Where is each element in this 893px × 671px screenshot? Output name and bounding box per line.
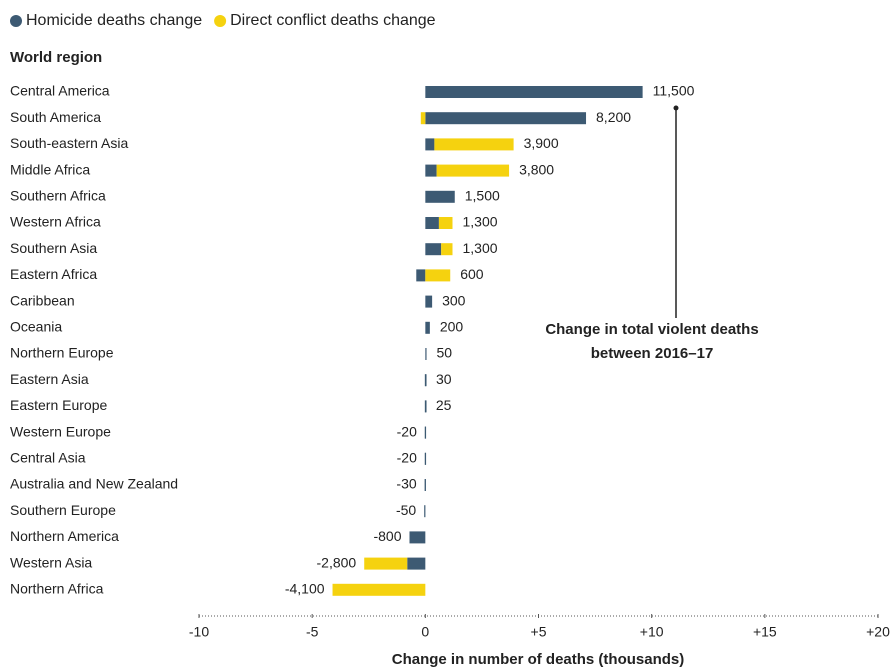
x-tick-label: -10 xyxy=(189,624,209,640)
bar-segment xyxy=(425,164,437,177)
annotation: Change in total violent deaths xyxy=(545,321,758,338)
total-label: -30 xyxy=(396,476,416,492)
total-label: 11,500 xyxy=(653,83,695,99)
category-label: Middle Africa xyxy=(10,161,90,177)
category-label: Southern Asia xyxy=(10,240,97,256)
bar-segment xyxy=(434,138,514,151)
bar-segment xyxy=(425,269,451,282)
x-axis-title: Change in number of deaths (thousands) xyxy=(392,651,685,668)
bar-segment xyxy=(425,348,427,360)
total-label: 8,200 xyxy=(596,109,631,125)
total-label: 25 xyxy=(436,397,452,413)
total-label: 3,900 xyxy=(524,135,559,151)
category-label: Oceania xyxy=(10,319,62,335)
bar-segment xyxy=(420,112,426,125)
y-axis-title: World region xyxy=(10,49,102,66)
category-label: Western Europe xyxy=(10,423,111,439)
legend-label: Homicide deaths change xyxy=(26,12,202,29)
bar-segment xyxy=(409,531,426,544)
bar-segment xyxy=(364,557,408,570)
category-label: Northern Europe xyxy=(10,345,114,361)
total-label: 30 xyxy=(436,371,452,387)
total-label: 200 xyxy=(440,319,464,335)
total-label: 1,300 xyxy=(462,240,497,256)
bar-segment xyxy=(438,217,453,229)
category-label: Western Africa xyxy=(10,214,101,230)
bar-segment xyxy=(436,164,510,177)
legend-label: Direct conflict deaths change xyxy=(230,12,436,29)
total-label: -20 xyxy=(397,450,417,466)
category-label: Northern Africa xyxy=(10,581,104,597)
total-label: -4,100 xyxy=(285,581,325,597)
total-label: 300 xyxy=(442,292,466,308)
bar-segment xyxy=(425,374,427,387)
total-label: 600 xyxy=(460,266,484,282)
bar-segment xyxy=(407,557,426,570)
category-label: Caribbean xyxy=(10,292,75,308)
total-label: -2,800 xyxy=(317,554,357,570)
legend-swatch xyxy=(214,15,227,27)
x-tick-label: 0 xyxy=(421,624,429,640)
category-label: Eastern Africa xyxy=(10,266,97,282)
total-label: 3,800 xyxy=(519,161,554,177)
category-label: Southern Europe xyxy=(10,502,116,518)
total-label: -20 xyxy=(397,423,417,439)
x-tick-label: +15 xyxy=(753,624,777,640)
total-label: 50 xyxy=(436,345,452,361)
bar-segment xyxy=(425,86,643,98)
category-label: Northern America xyxy=(10,528,119,544)
category-label: Eastern Europe xyxy=(10,397,107,413)
total-label: -50 xyxy=(396,502,416,518)
category-label: Central America xyxy=(10,83,110,99)
legend-swatch xyxy=(10,15,22,27)
category-label: South-eastern Asia xyxy=(10,135,129,151)
bar-segment xyxy=(424,505,426,518)
total-label: 1,500 xyxy=(465,188,500,204)
bar-segment xyxy=(416,269,426,282)
x-tick-label: +5 xyxy=(531,624,547,640)
category-label: Central Asia xyxy=(10,450,86,466)
annotation: between 2016–17 xyxy=(591,345,714,362)
category-label: Eastern Asia xyxy=(10,371,89,387)
annotation-dot xyxy=(673,105,679,111)
bar-segment xyxy=(425,217,439,229)
bar-segment xyxy=(425,190,455,203)
bar-segment xyxy=(425,295,433,308)
bar-segment xyxy=(425,138,435,151)
bar-segment xyxy=(425,400,427,413)
bar-segment xyxy=(425,243,442,256)
category-label: South America xyxy=(10,109,101,125)
bar-segment xyxy=(441,243,453,256)
x-tick-label: +10 xyxy=(640,624,664,640)
total-label: 1,300 xyxy=(462,214,497,230)
category-label: Australia and New Zealand xyxy=(10,476,178,492)
x-tick-label: -5 xyxy=(306,624,319,640)
bar-segment xyxy=(425,112,587,125)
total-label: -800 xyxy=(373,528,401,544)
x-tick-label: +20 xyxy=(866,624,890,640)
bar-segment xyxy=(332,583,426,596)
bar-segment xyxy=(425,321,430,334)
category-label: Southern Africa xyxy=(10,188,106,204)
category-label: Western Asia xyxy=(10,554,92,570)
